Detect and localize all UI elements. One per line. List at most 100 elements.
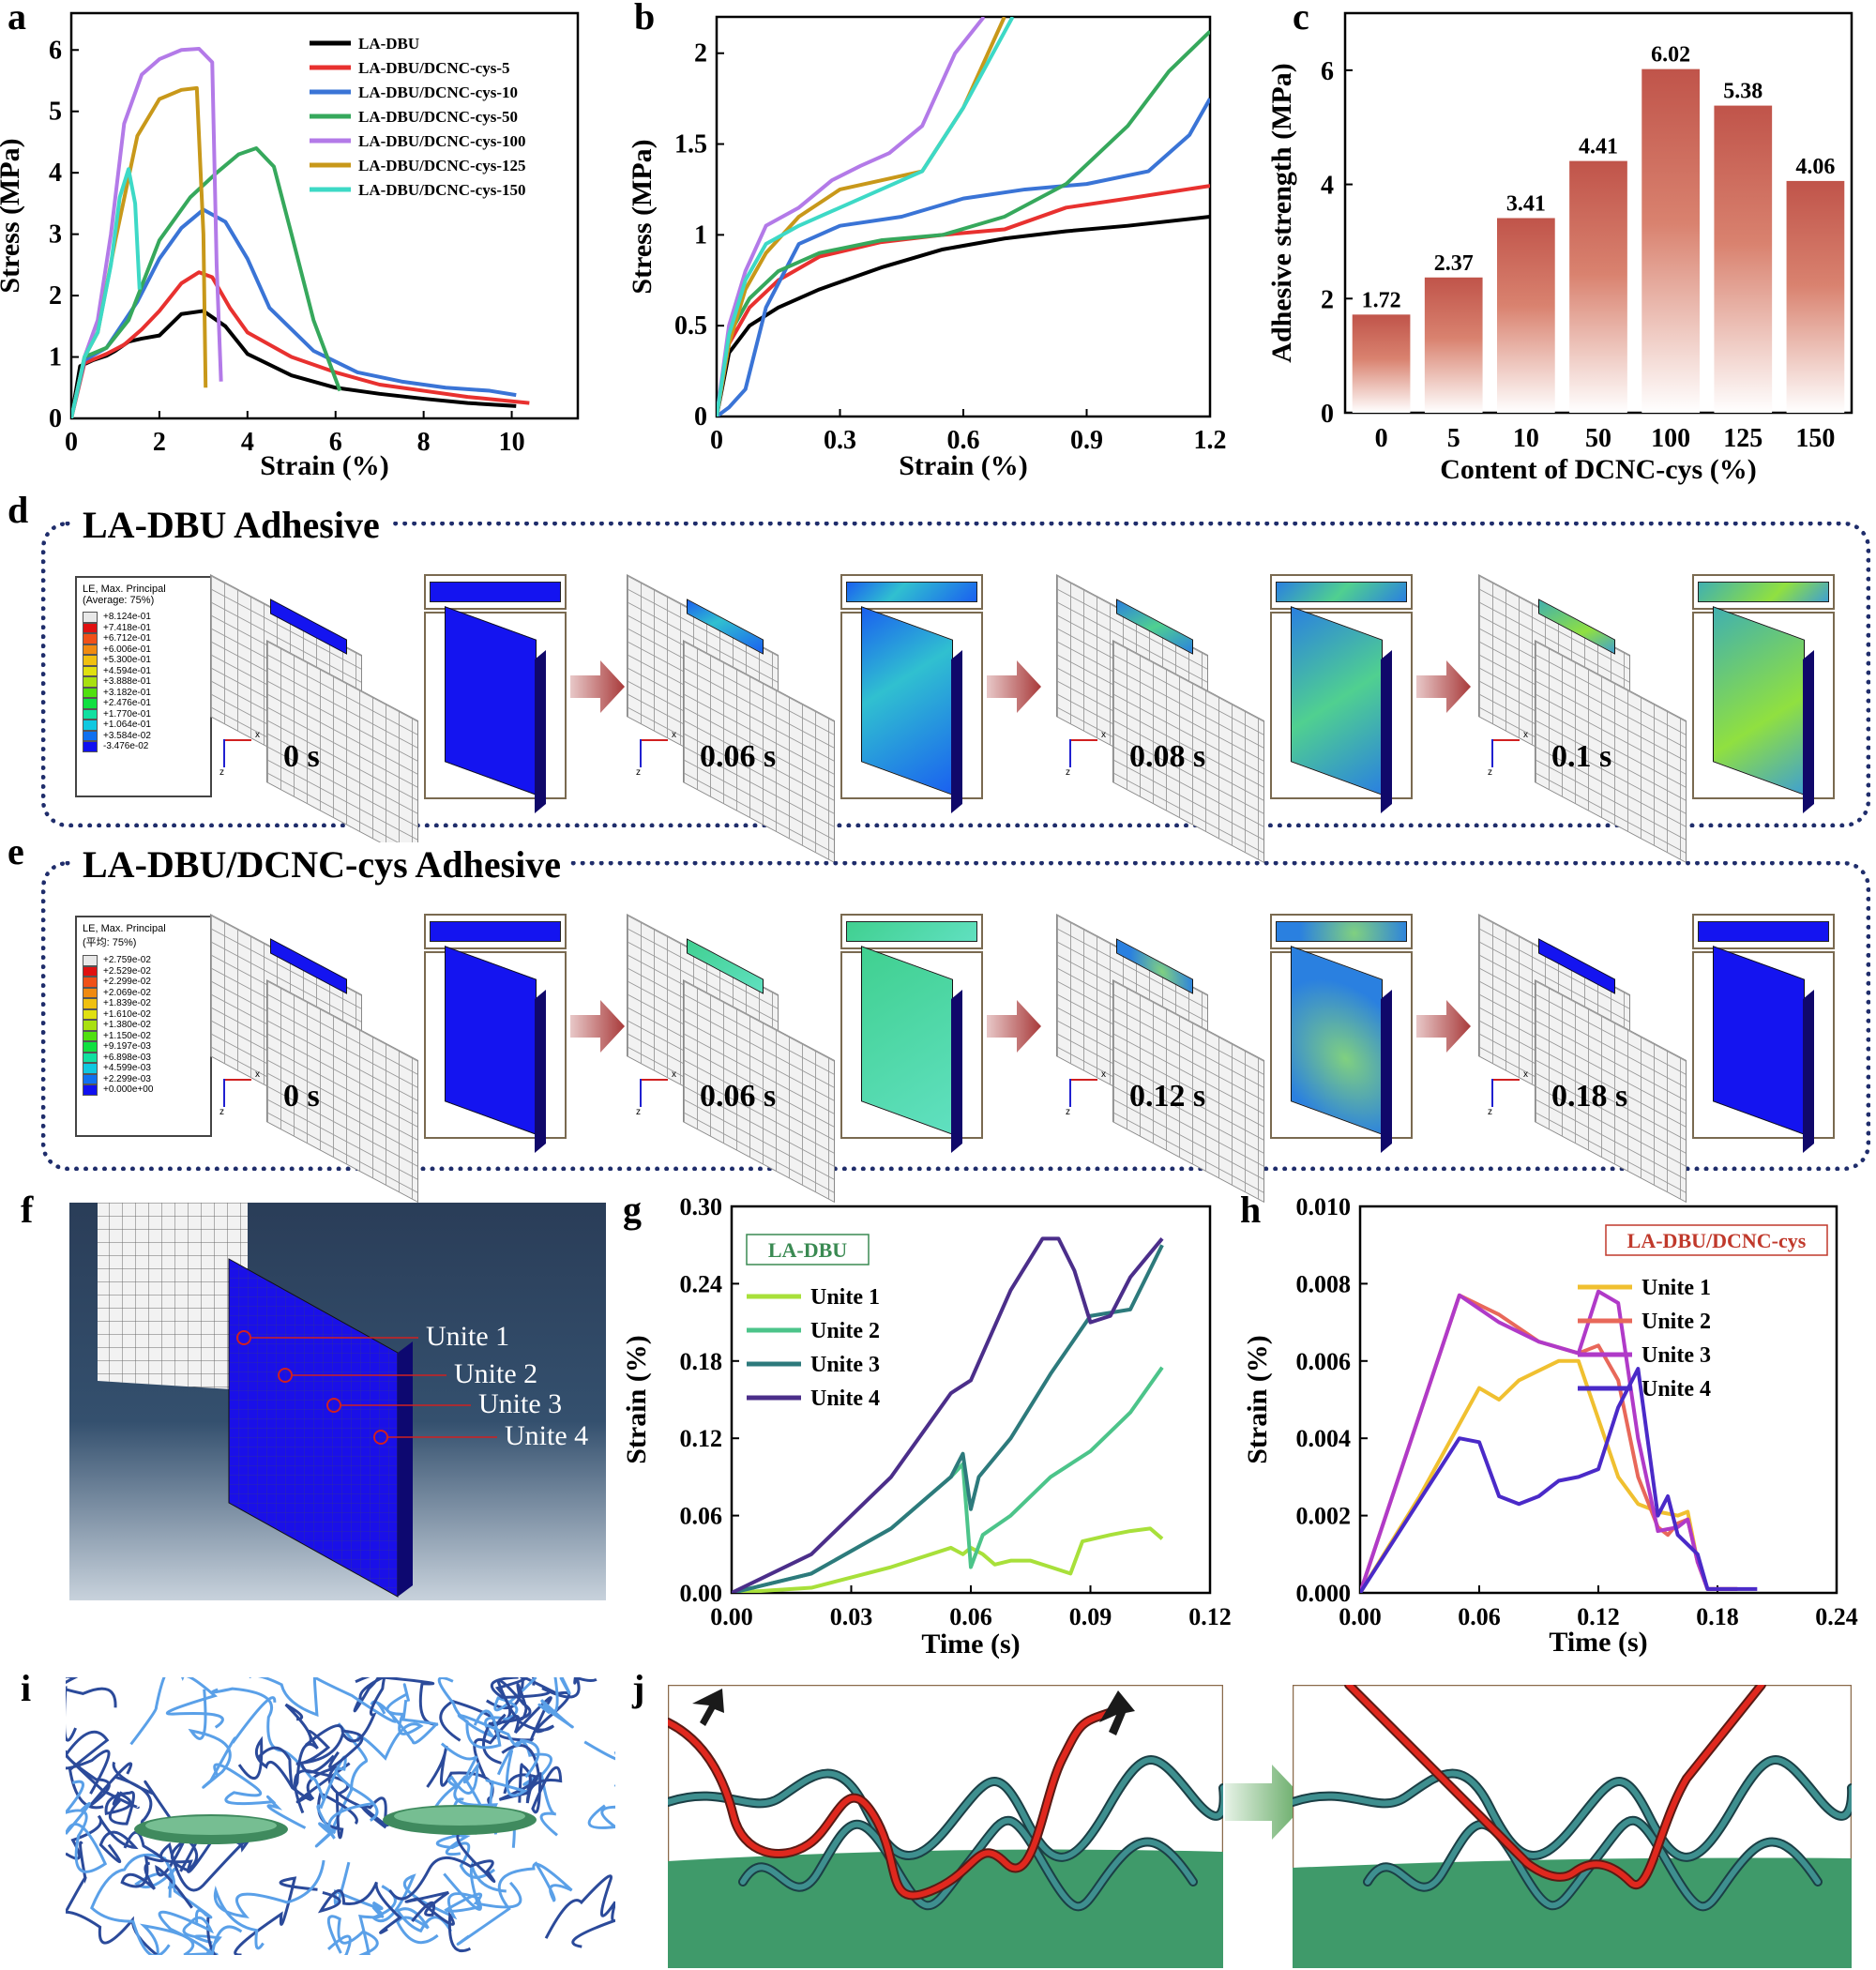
x-axis-letter: x — [1101, 730, 1106, 740]
polymer-chain — [498, 1763, 538, 1803]
time-label: 0 s — [283, 1079, 320, 1114]
legend-value: +4.594e-01 — [103, 665, 151, 676]
series-line-1 — [71, 309, 517, 418]
legend-title: LA-DBU/DCNC-cys — [1627, 1229, 1807, 1252]
color-swatch — [83, 687, 98, 698]
legend-value: -3.476e-02 — [103, 741, 149, 751]
y-tick-label: 1 — [49, 343, 62, 372]
z-axis-letter: z — [219, 767, 224, 778]
bar-5 — [1424, 277, 1483, 413]
y-tick-label: 0 — [1321, 400, 1334, 429]
x-axis-arrow — [1491, 739, 1520, 741]
z-axis-arrow — [1069, 1079, 1071, 1107]
sim-step-1: x z 0 s — [210, 914, 585, 1204]
y-tick-label: 5 — [49, 98, 62, 127]
legend-label: Unite 4 — [810, 1387, 880, 1411]
x-tick-label: 0.00 — [710, 1603, 753, 1630]
color-swatch — [83, 977, 98, 988]
polymer-chain — [537, 1677, 574, 1729]
legend-label: Unite 2 — [1642, 1310, 1711, 1334]
series-group — [717, 17, 1210, 417]
y-tick-label: 0.24 — [680, 1270, 723, 1297]
unit-label: Unite 4 — [505, 1420, 588, 1451]
color-swatch — [83, 730, 98, 741]
bar-150 — [1786, 180, 1845, 413]
legend-label: Unite 4 — [1642, 1377, 1711, 1402]
series-line-4 — [71, 146, 342, 418]
y-tick-label: 0.010 — [1296, 1193, 1352, 1220]
y-tick-label: 0.002 — [1296, 1503, 1352, 1530]
polymer-chain — [213, 1763, 307, 1829]
polymer-chain — [544, 1874, 615, 1948]
legend-value: +5.300e-01 — [103, 655, 151, 665]
polymer-chain — [237, 1735, 351, 1804]
polymer-chain — [353, 1677, 438, 1726]
legend-title: LA-DBU — [768, 1238, 847, 1262]
chart-b: 0 0.3 0.6 0.9 1.2 0 0.5 1 1.5 2 Strain (%) Stress (… — [627, 15, 1227, 481]
color-swatch — [83, 655, 98, 666]
panel-label-i: i — [21, 1667, 32, 1709]
x-tick-label: 50 — [1585, 424, 1611, 453]
legend-value: +2.529e-02 — [103, 965, 151, 977]
color-swatch — [83, 1041, 98, 1053]
x-tick-label: 0.24 — [1815, 1603, 1858, 1630]
color-swatch — [83, 741, 98, 752]
x-tick-label: 100 — [1651, 424, 1690, 453]
panel-label-g: g — [623, 1189, 642, 1231]
polymer-chain — [66, 1677, 117, 1742]
legend-value: +9.197e-03 — [103, 1041, 151, 1052]
unit-label: Unite 3 — [478, 1388, 562, 1419]
top-view-frame — [840, 574, 983, 610]
x-axis-arrow — [640, 739, 668, 741]
legend-label: LA-DBU — [358, 35, 419, 53]
time-label: 0.06 s — [700, 739, 777, 774]
pull-arrow-left — [692, 1689, 724, 1726]
bar-value-label: 6.02 — [1651, 43, 1690, 68]
legend-value: +6.006e-01 — [103, 644, 151, 655]
x-tick-label: 0.9 — [1070, 426, 1103, 455]
bar-10 — [1497, 218, 1555, 413]
polymer-chain — [457, 1709, 540, 1779]
series-line-2 — [71, 270, 530, 418]
time-label: 0.06 s — [700, 1079, 777, 1114]
series-line-1 — [732, 1526, 1164, 1593]
x-tick-label: 0.03 — [830, 1603, 873, 1630]
sim-step-1: x z 0 s — [210, 574, 585, 864]
x-tick-label: 1.2 — [1194, 426, 1227, 455]
legend-label: Unite 2 — [810, 1319, 880, 1343]
color-scale — [83, 955, 98, 1096]
chart-h: 0.00 0.06 0.12 0.18 0.24 0.000 0.002 0.004 0.006… — [1242, 1193, 1858, 1658]
polymer-chain — [256, 1730, 331, 1790]
sim-step-2: x z 0.06 s — [627, 914, 1002, 1204]
panel-d-frame — [41, 522, 1870, 827]
legend-value: +2.299e-03 — [103, 1073, 151, 1084]
series-group — [732, 1236, 1164, 1593]
time-label: 0 s — [283, 739, 320, 774]
time-label: 0.18 s — [1551, 1079, 1628, 1114]
bar-50 — [1569, 160, 1627, 413]
time-label: 0.1 s — [1551, 739, 1612, 774]
legend-value: +2.069e-02 — [103, 987, 151, 998]
y-tick-label: 0.00 — [680, 1580, 723, 1607]
x-axis-letter: x — [1523, 730, 1528, 740]
y-tick-label: 0.000 — [1296, 1580, 1352, 1607]
polymer-chain — [490, 1677, 598, 1699]
y-tick-label: 0 — [694, 402, 707, 432]
time-label: 0.12 s — [1129, 1079, 1206, 1114]
polymer-chain — [159, 1836, 251, 1892]
x-axis-label: Strain (%) — [260, 450, 389, 481]
legend-label: Unite 1 — [1642, 1276, 1711, 1300]
panel-d-legend: LE, Max. Principal (Average: 75%) +8.124… — [75, 576, 212, 797]
color-swatch — [83, 698, 98, 709]
panel-label-d: d — [8, 489, 29, 531]
color-swatch — [83, 1052, 98, 1063]
y-tick-label: 1 — [694, 220, 707, 250]
z-axis-arrow — [223, 739, 225, 767]
series-line-5 — [717, 17, 986, 417]
chart-c: 0 2 4 6 1.72 0 2.37 5 3.41 10 4.41 50 6.02 100 5.38 125… — [1266, 11, 1853, 485]
color-swatch — [83, 965, 98, 977]
panel-label-c: c — [1293, 0, 1309, 38]
sim-step-3: x z 0.12 s — [1056, 914, 1431, 1204]
side-view-frame — [1270, 946, 1413, 1154]
polymer-chain — [356, 1683, 424, 1761]
